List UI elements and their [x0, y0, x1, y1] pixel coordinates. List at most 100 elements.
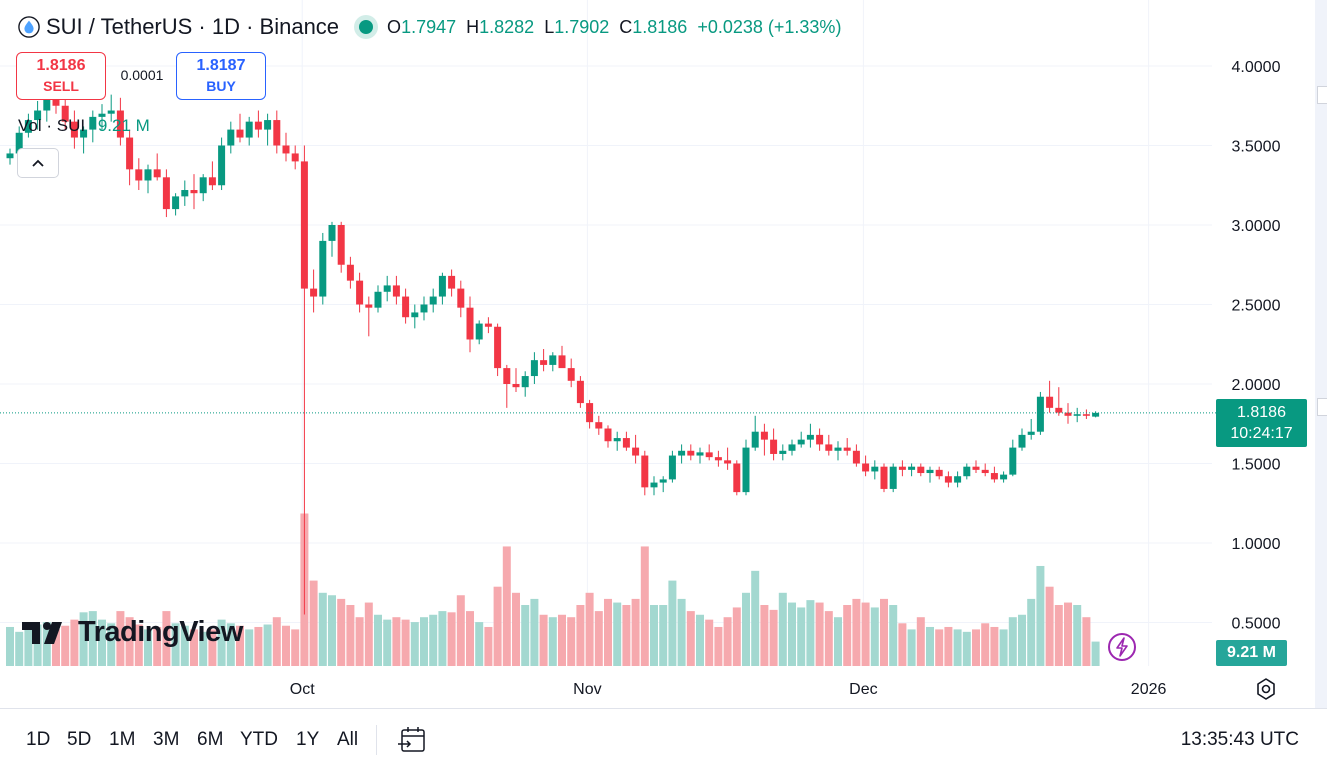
- candle-body: [107, 110, 115, 114]
- candle-body: [889, 466, 897, 489]
- candle-body: [834, 447, 842, 451]
- volume-bar: [420, 617, 428, 666]
- volume-bar: [889, 605, 898, 666]
- candle-body: [898, 466, 906, 470]
- volume-bar: [1073, 605, 1082, 666]
- candle-body: [116, 110, 124, 138]
- volume-bar: [15, 631, 24, 666]
- candle-body: [852, 450, 860, 464]
- time-tick-label: Oct: [290, 681, 315, 698]
- timeframe-1m-button[interactable]: 1M: [109, 729, 136, 750]
- volume-bar: [199, 631, 208, 666]
- volume-bar: [6, 626, 14, 666]
- change-value: +0.0238 (+1.33%): [697, 16, 842, 37]
- timeframe-ytd-button[interactable]: YTD: [240, 729, 278, 750]
- candle-body: [310, 288, 318, 297]
- candle-body: [825, 444, 833, 451]
- volume-bar: [70, 619, 79, 666]
- candle-body: [1000, 474, 1008, 480]
- volume-legend[interactable]: Vol · SUI 9.21 M: [18, 116, 150, 136]
- timeframe-all-button[interactable]: All: [337, 729, 359, 750]
- volume-bar: [475, 622, 484, 666]
- candle-body: [411, 312, 419, 318]
- symbol-title[interactable]: SUI / TetherUS · 1D · Binance: [46, 14, 340, 39]
- tradingview-logo[interactable]: TradingView: [22, 616, 243, 649]
- volume-bar: [98, 619, 106, 666]
- time-axis[interactable]: Oct Nov Dec 2026: [290, 681, 1167, 698]
- volume-bar: [594, 611, 603, 666]
- candle-body: [770, 439, 778, 454]
- grid-lines: [0, 0, 1212, 666]
- candle-body: [935, 469, 943, 477]
- volume-bar: [24, 629, 33, 666]
- time-tick-label: Nov: [573, 681, 601, 698]
- volume-bar: [926, 626, 934, 666]
- candle-body: [567, 368, 575, 381]
- candle-body: [135, 169, 143, 181]
- candle-body: [954, 476, 962, 483]
- candle-body: [15, 132, 23, 154]
- volume-bar: [1091, 641, 1100, 666]
- timeframe-1y-button[interactable]: 1Y: [296, 729, 320, 750]
- timeframe-5d-button[interactable]: 5D: [67, 729, 92, 750]
- price-axis[interactable]: 4.0000 3.5000 3.0000 2.5000 2.0000 1.5000 1.00…: [1232, 59, 1281, 633]
- candle-body: [1055, 407, 1063, 413]
- sell-price: 1.8186: [36, 57, 86, 74]
- calendar-range-icon[interactable]: [397, 725, 427, 755]
- candle-body: [944, 476, 952, 483]
- buy-button[interactable]: 1.8187 BUY: [176, 52, 266, 100]
- candle-body: [751, 431, 759, 448]
- buy-price: 1.8187: [196, 57, 246, 74]
- low-value: 1.7902: [554, 16, 610, 37]
- volume-bar: [999, 629, 1008, 666]
- candle-body: [1092, 412, 1100, 417]
- close-value: 1.8186: [632, 16, 688, 37]
- candle-body: [144, 169, 152, 181]
- candle-body: [245, 121, 253, 138]
- volume-bar: [824, 611, 833, 666]
- volume-bar: [144, 629, 152, 666]
- candle-body: [494, 326, 502, 369]
- candle-body: [981, 469, 989, 474]
- price-tick-label: 1.0000: [1232, 536, 1281, 553]
- candle-body: [199, 177, 207, 194]
- candle-body: [871, 466, 879, 472]
- volume-bar: [714, 626, 723, 666]
- sidebar-handle-middle[interactable]: [1317, 398, 1327, 416]
- sidebar-handle-top[interactable]: [1317, 86, 1327, 104]
- volume-bar: [677, 598, 686, 666]
- candles: [6, 85, 1100, 615]
- timeframe-1d-button[interactable]: 1D: [26, 729, 51, 750]
- timeframe-6m-button[interactable]: 6M: [197, 729, 224, 750]
- candle-body: [181, 190, 189, 197]
- candle-body: [254, 121, 262, 130]
- volume-bar: [944, 626, 953, 666]
- last-price-value: 1.8186: [1237, 404, 1286, 421]
- candle-body: [420, 304, 428, 313]
- candle-body: [843, 447, 851, 451]
- volume-bar: [125, 617, 134, 666]
- utc-clock[interactable]: 13:35:43 UTC: [1180, 729, 1299, 750]
- volume-bar: [815, 602, 824, 666]
- collapse-legend-button[interactable]: [17, 148, 59, 178]
- sell-button[interactable]: 1.8186 SELL: [16, 52, 106, 100]
- candle-body: [963, 466, 971, 477]
- volume-bar: [613, 602, 622, 666]
- candle-body: [696, 452, 704, 456]
- lightning-icon[interactable]: [1106, 631, 1138, 663]
- volume-bar: [226, 623, 235, 666]
- volume-bar: [383, 619, 392, 666]
- gear-icon[interactable]: [1253, 676, 1279, 702]
- volume-bar: [263, 624, 272, 666]
- price-tick-label: 3.5000: [1232, 139, 1281, 156]
- volume-bar: [1008, 617, 1017, 666]
- volume-bar: [272, 617, 281, 666]
- candle-body: [760, 431, 768, 440]
- timeframe-3m-button[interactable]: 3M: [153, 729, 180, 750]
- candle-body: [788, 444, 796, 451]
- last-price-tag: 1.8186 10:24:17: [1216, 399, 1307, 447]
- volume-bar: [521, 605, 530, 666]
- volume-bar: [539, 614, 548, 666]
- volume-bar: [990, 626, 999, 666]
